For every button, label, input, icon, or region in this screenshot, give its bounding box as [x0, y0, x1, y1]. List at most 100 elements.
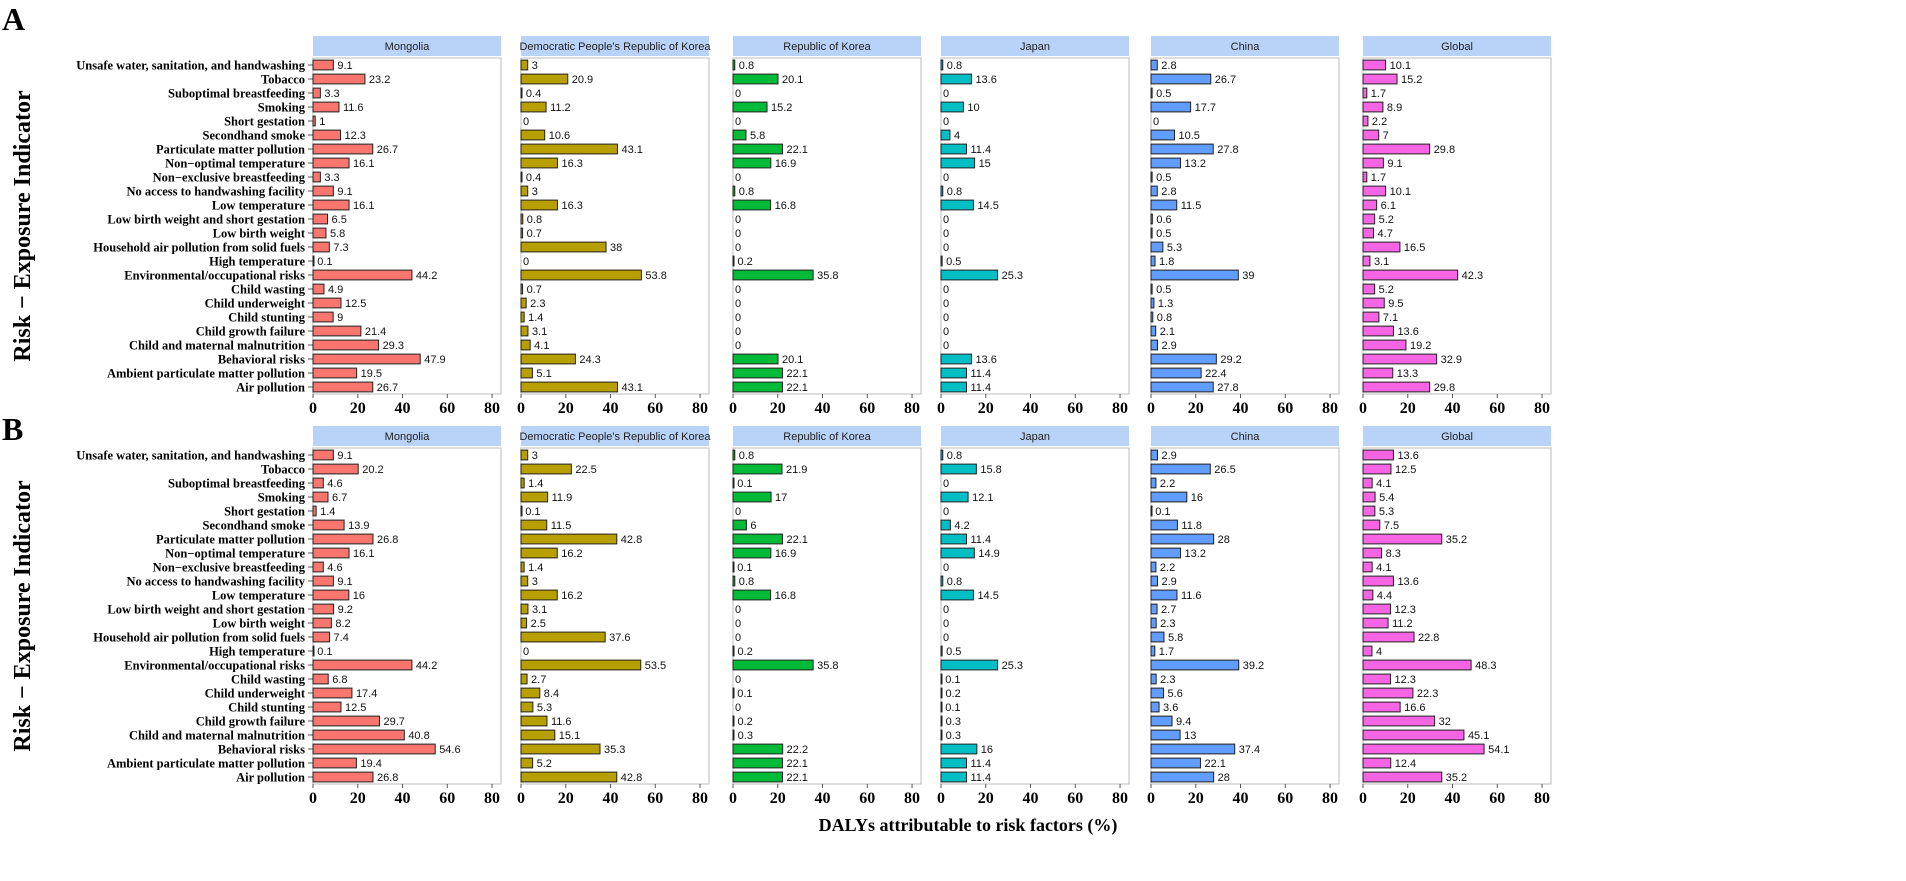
bar — [1362, 115, 1369, 127]
bar — [520, 171, 523, 183]
bar — [732, 449, 736, 461]
x-tick-label: 80 — [904, 790, 920, 807]
bar-value-label: 25.3 — [1002, 270, 1023, 282]
bar — [520, 757, 534, 769]
bar-value-label: 2.5 — [531, 618, 546, 630]
x-tick-label: 60 — [859, 790, 875, 807]
bar — [1362, 199, 1378, 211]
bar — [1362, 171, 1368, 183]
bar — [312, 115, 316, 127]
bar-value-label: 29.7 — [383, 716, 404, 728]
bar — [1362, 603, 1392, 615]
bar — [520, 143, 618, 155]
x-tick-label: 80 — [904, 400, 920, 417]
bar-value-label: 2.8 — [1161, 186, 1176, 198]
bar-value-label: 0 — [943, 340, 949, 352]
x-tick-label: 60 — [1489, 400, 1505, 417]
bar — [520, 463, 572, 475]
bar-value-label: 0.4 — [526, 172, 541, 184]
bar — [1150, 715, 1173, 727]
bar — [1362, 701, 1401, 713]
bar — [1150, 505, 1153, 517]
bar-value-label: 22.1 — [786, 772, 807, 784]
category-label: Child wasting — [231, 672, 306, 686]
x-tick-label: 60 — [1067, 790, 1083, 807]
x-tick-label: 40 — [603, 400, 619, 417]
bar — [1362, 757, 1392, 769]
bar-value-label: 0 — [735, 242, 741, 254]
bar-value-label: 26.7 — [1215, 74, 1236, 86]
bar-value-label: 35.8 — [817, 660, 838, 672]
bar — [940, 269, 999, 281]
bar — [1362, 59, 1387, 71]
category-label: Child stunting — [228, 310, 306, 324]
bar-value-label: 2.2 — [1372, 116, 1387, 128]
bar — [1362, 227, 1375, 239]
bar-value-label: 42.3 — [1462, 270, 1483, 282]
bar — [520, 715, 548, 727]
bar — [732, 185, 736, 197]
bar-value-label: 29.8 — [1434, 382, 1455, 394]
bar-value-label: 16.2 — [561, 548, 582, 560]
bar — [1150, 659, 1240, 671]
bar-value-label: 9.4 — [1176, 716, 1191, 728]
bar — [732, 255, 735, 267]
bar — [312, 199, 350, 211]
bar-value-label: 3 — [532, 450, 538, 462]
bar-value-label: 0.1 — [945, 702, 960, 714]
bar-value-label: 0 — [735, 172, 741, 184]
facet-plot-area — [520, 57, 710, 395]
bar-value-label: 3 — [532, 576, 538, 588]
category-label: No access to handwashing facility — [127, 184, 306, 198]
bar-value-label: 0 — [943, 618, 949, 630]
bar-value-label: 0 — [943, 478, 949, 490]
bar-value-label: 20.9 — [572, 74, 593, 86]
bar — [940, 547, 975, 559]
bar-value-label: 43.1 — [621, 382, 642, 394]
bar-value-label: 20.2 — [362, 464, 383, 476]
bar-value-label: 0.7 — [527, 284, 542, 296]
bar-value-label: 11.4 — [971, 772, 992, 784]
bar-value-label: 11.5 — [551, 520, 572, 532]
x-tick-label: 60 — [1277, 400, 1293, 417]
bar — [312, 645, 315, 657]
bar-value-label: 5.2 — [537, 758, 552, 770]
facet-strip — [313, 426, 501, 446]
bar-value-label: 11.6 — [551, 716, 572, 728]
bar-value-label: 32 — [1439, 716, 1451, 728]
bar — [312, 519, 345, 531]
x-tick-label: 40 — [815, 790, 831, 807]
bar — [520, 367, 533, 379]
bar — [1150, 311, 1154, 323]
bar — [1362, 463, 1392, 475]
category-label: Child and maternal malnutrition — [129, 338, 305, 352]
bar — [312, 325, 362, 337]
bar — [312, 477, 324, 489]
bar-value-label: 14.9 — [978, 548, 999, 560]
bar-value-label: 22.1 — [786, 758, 807, 770]
bar — [1362, 519, 1381, 531]
category-label: Child stunting — [228, 700, 306, 714]
bar — [520, 59, 529, 71]
bar-value-label: 17.4 — [356, 688, 377, 700]
bar — [940, 757, 968, 769]
bar — [312, 367, 358, 379]
bar-value-label: 16.5 — [1404, 242, 1425, 254]
bar — [1150, 533, 1215, 545]
category-label: Unsafe water, sanitation, and handwashin… — [76, 448, 306, 462]
category-label: Low birth weight — [213, 226, 306, 240]
bar — [1362, 659, 1472, 671]
facet-global: Global 13.6 12.5 4.1 5.4 5.3 7.5 35.2 8.3 4.1 13.6… — [1359, 426, 1552, 807]
bar — [1150, 297, 1155, 309]
category-label: Air pollution — [236, 770, 305, 784]
bar-value-label: 16.1 — [353, 200, 374, 212]
bar-value-label: 0.4 — [526, 88, 541, 100]
bar-value-label: 0 — [735, 702, 741, 714]
bar-value-label: 2.2 — [1160, 562, 1175, 574]
bar — [1150, 199, 1178, 211]
x-tick-label: 60 — [1067, 400, 1083, 417]
x-tick-label: 20 — [1188, 400, 1204, 417]
bar-value-label: 0.2 — [737, 646, 752, 658]
bar — [520, 227, 524, 239]
bar — [940, 533, 968, 545]
